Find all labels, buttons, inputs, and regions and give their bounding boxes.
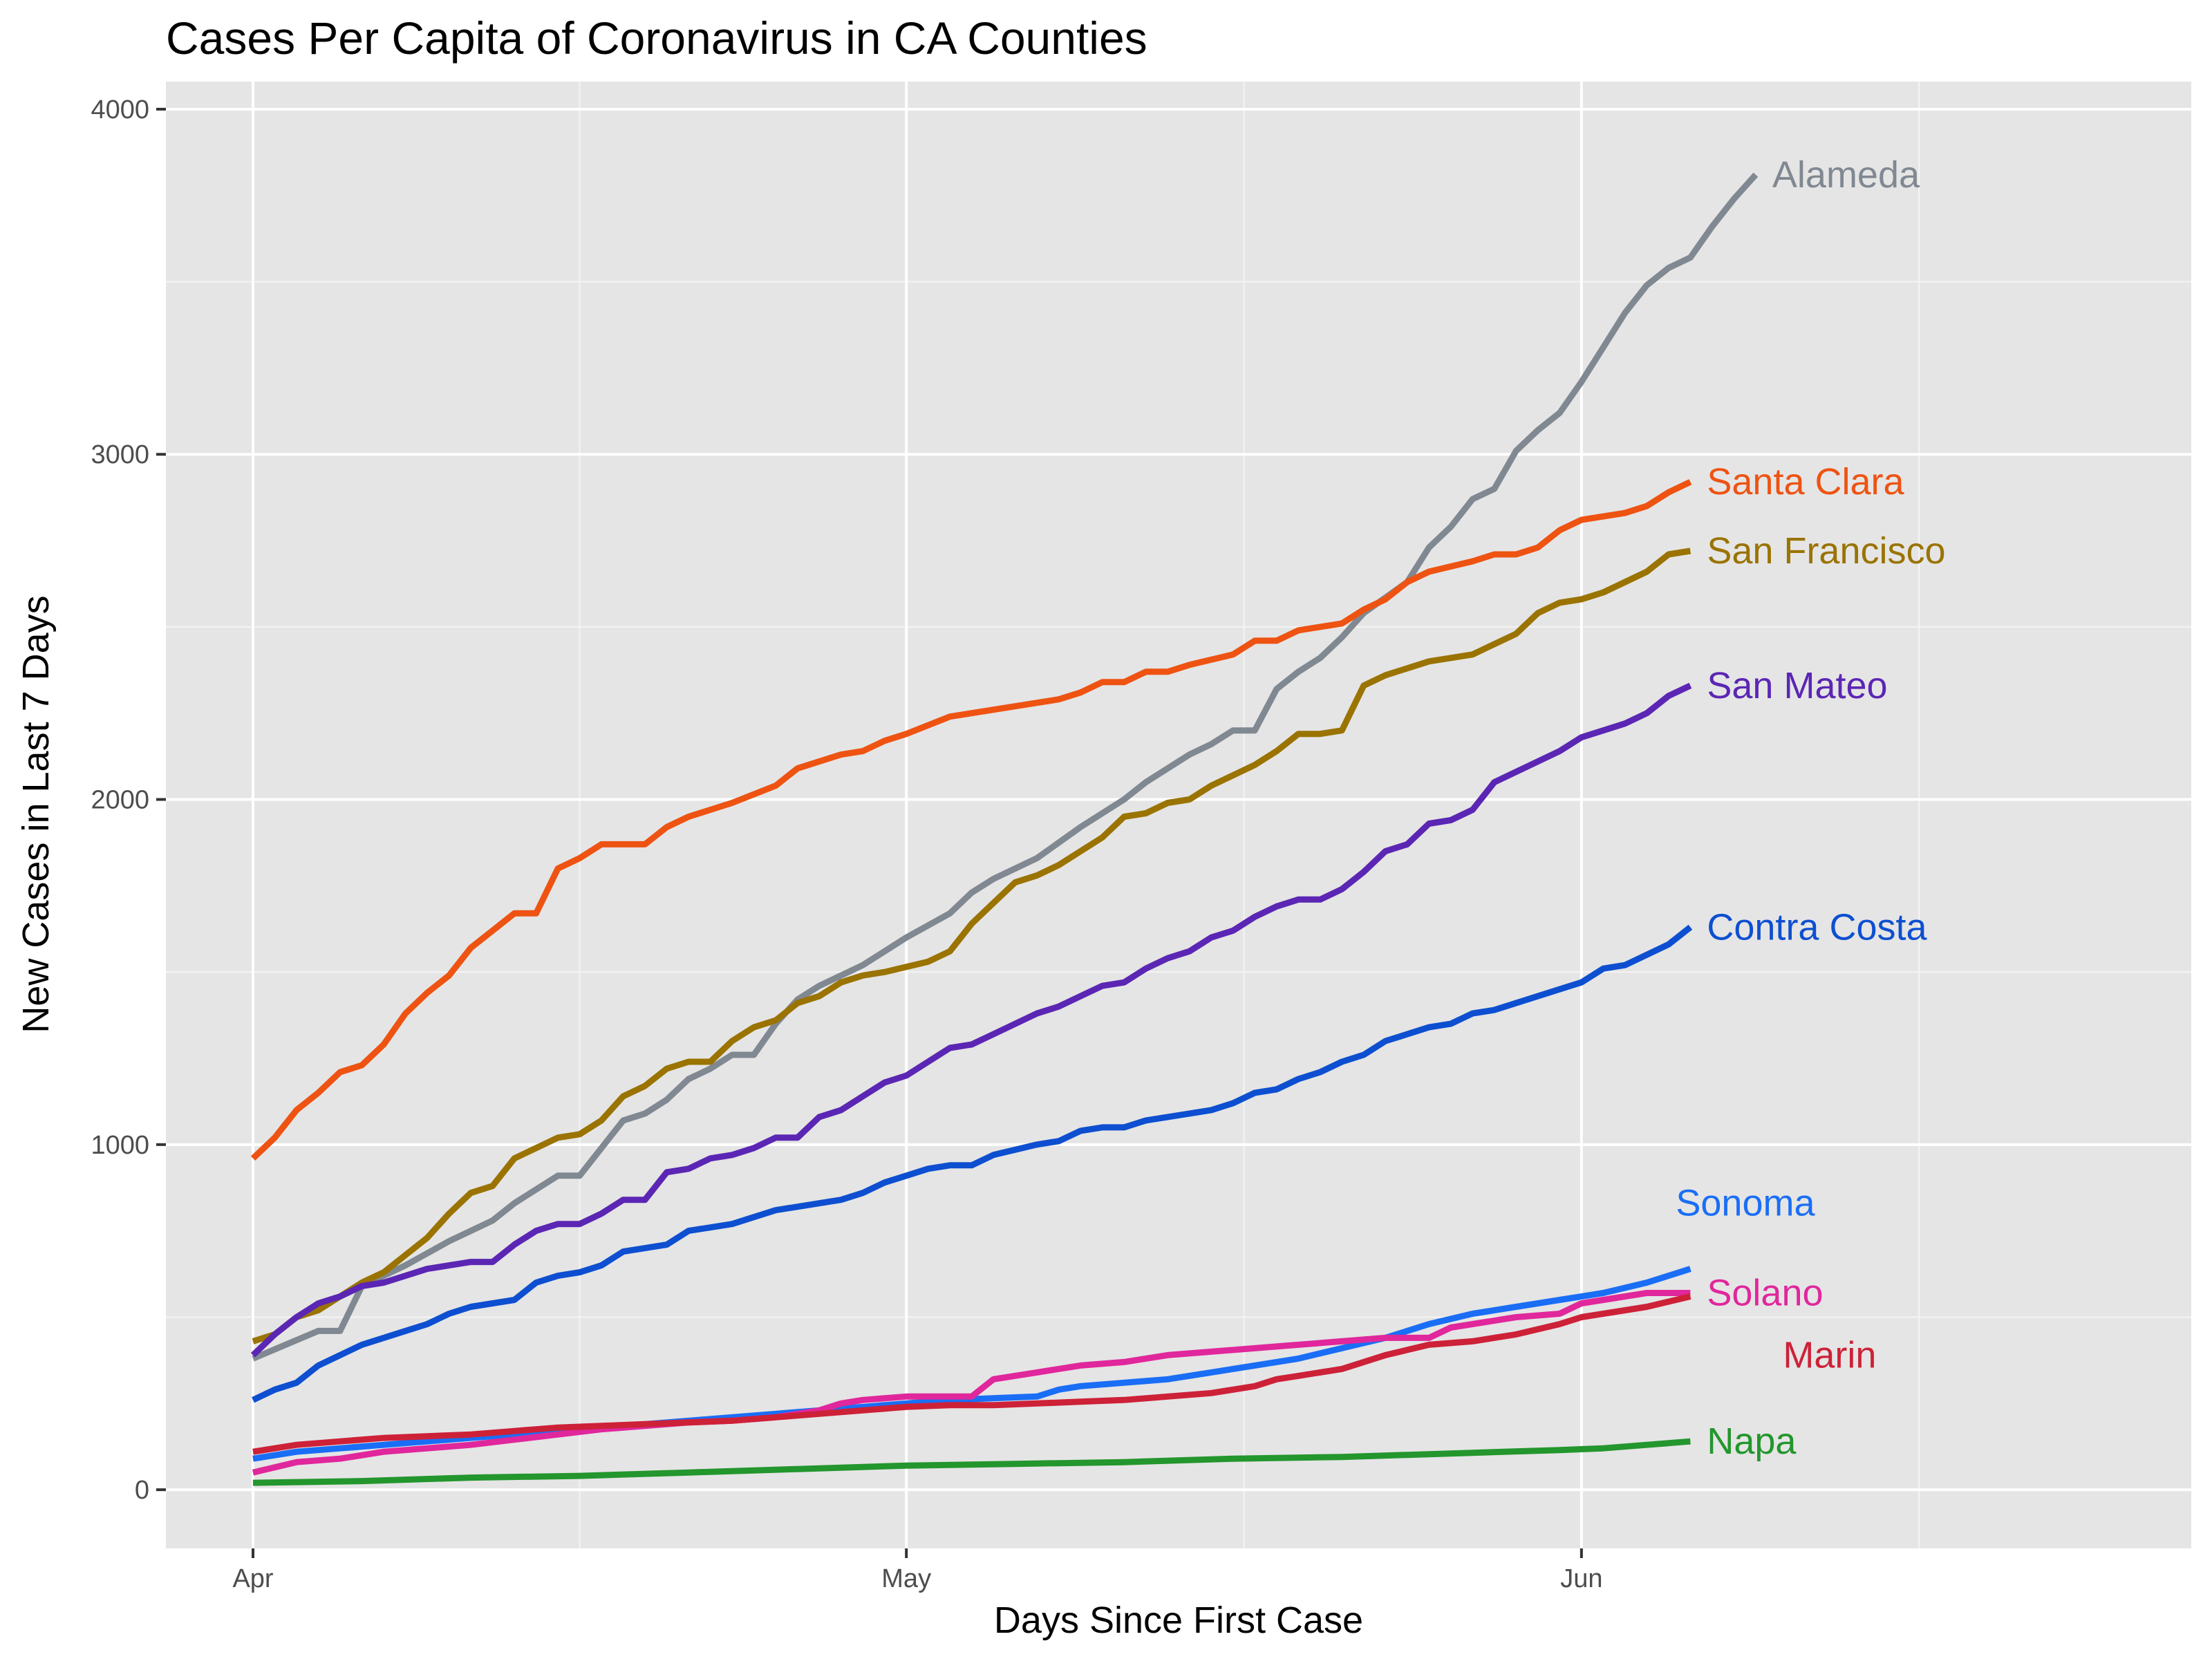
series-line-solano: [252, 1290, 1691, 1476]
x-tick-label: Apr: [232, 1564, 273, 1593]
series-line-sonoma: [252, 1266, 1691, 1462]
series-label-solano: Solano: [1707, 1273, 1823, 1314]
minor-gridlines: [166, 82, 2191, 1548]
series-line-contra-costa: [252, 924, 1693, 1403]
y-tick-label: 4000: [91, 95, 149, 124]
x-tick-label: Jun: [1560, 1564, 1602, 1593]
y-tick-label: 2000: [91, 786, 149, 815]
y-tick-label: 3000: [91, 440, 149, 469]
series-label-santa-clara: Santa Clara: [1707, 461, 1904, 503]
series-label-san-francisco: San Francisco: [1707, 530, 1945, 572]
major-gridlines: [166, 82, 2191, 1548]
y-axis: 0 1000 2000 3000 4000: [91, 95, 166, 1505]
series-label-contra-costa: Contra Costa: [1707, 906, 1927, 948]
series-label-marin: Marin: [1783, 1335, 1876, 1376]
x-tick-label: May: [881, 1564, 931, 1593]
y-axis-title: New Cases in Last 7 Days: [15, 595, 57, 1033]
series-labels: Alameda Santa Clara San Francisco San Mateo…: [1676, 154, 1945, 1462]
y-tick-label: 1000: [91, 1131, 149, 1160]
series-line-marin: [252, 1293, 1691, 1455]
plot-panel: [166, 82, 2191, 1548]
series-line-san-francisco: [252, 547, 1691, 1344]
chart-title: Cases Per Capita of Coronavirus in CA Co…: [166, 12, 1147, 64]
series-label-napa: Napa: [1707, 1421, 1797, 1462]
x-axis-title: Days Since First Case: [994, 1600, 1363, 1641]
series-line-alameda: [252, 172, 1759, 1362]
series-line-san-mateo: [250, 682, 1692, 1358]
series-label-sonoma: Sonoma: [1676, 1183, 1815, 1224]
series-label-san-mateo: San Mateo: [1707, 665, 1887, 706]
series-line-santa-clara: [250, 479, 1692, 1161]
x-axis: Apr May Jun: [232, 1548, 1602, 1593]
series-label-alameda: Alameda: [1772, 154, 1920, 196]
series-lines: [250, 172, 1759, 1486]
series-line-napa: [252, 1438, 1691, 1486]
y-tick-label: 0: [135, 1476, 149, 1505]
